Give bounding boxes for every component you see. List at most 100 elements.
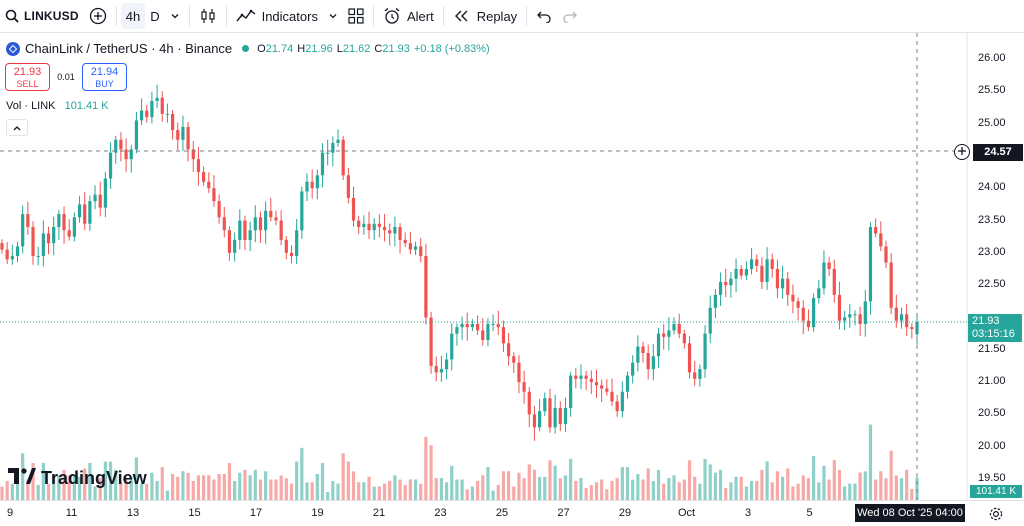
volume-bar <box>734 476 738 500</box>
volume-bar <box>641 479 645 500</box>
buy-button[interactable]: 21.94 BUY <box>82 63 127 91</box>
volume-bar <box>527 464 531 500</box>
legend-title[interactable]: ChainLink / TetherUS · 4h · Binance <box>25 41 233 56</box>
time-tick-label: 25 <box>495 507 509 519</box>
redo-button[interactable] <box>557 3 583 29</box>
volume-bar <box>687 460 692 500</box>
volume-bar <box>822 465 826 500</box>
timeframe-4h-button[interactable]: 4h <box>120 3 146 29</box>
candle-body <box>93 194 97 202</box>
chart-pane[interactable] <box>0 33 1024 526</box>
undo-button[interactable] <box>531 3 557 29</box>
volume-bars <box>0 424 919 500</box>
price-chart[interactable] <box>0 33 1024 526</box>
candle-body <box>765 259 769 282</box>
volume-bar <box>579 478 583 500</box>
candle-body <box>217 201 221 218</box>
candle-body <box>615 401 619 412</box>
indicators-button[interactable]: Indicators <box>231 3 323 29</box>
candle-body <box>248 230 252 240</box>
candle-body <box>351 197 356 221</box>
volume-bar <box>475 480 480 500</box>
volume-bar <box>646 468 650 500</box>
symbol-name: LINKUSD <box>24 9 79 23</box>
candle-body <box>155 97 159 101</box>
volume-bar <box>139 483 144 500</box>
compare-symbol-button[interactable] <box>84 3 112 29</box>
candle-body <box>822 262 826 289</box>
volume-bar <box>801 475 805 500</box>
time-tick-label: 21 <box>372 507 386 519</box>
candle-body <box>269 210 273 218</box>
candles <box>0 84 919 441</box>
volume-bar <box>217 474 221 500</box>
chart-type-button[interactable] <box>194 3 222 29</box>
volume-bar <box>103 461 107 500</box>
buy-price: 21.94 <box>90 66 119 78</box>
candle-body <box>243 220 247 240</box>
price-tick-label: 19.50 <box>978 472 1006 484</box>
bar-countdown: 03:15:16 <box>972 328 1015 340</box>
candle-body <box>222 217 226 231</box>
candle-body <box>0 243 4 250</box>
replay-button[interactable]: Replay <box>448 3 522 29</box>
volume-bar <box>827 479 831 500</box>
layouts-button[interactable] <box>343 3 369 29</box>
candle-body <box>52 227 56 244</box>
crosshair-price-label: 24.57 <box>973 144 1023 161</box>
candle-body <box>543 398 547 412</box>
volume-bar <box>57 475 61 500</box>
volume-bar <box>636 474 640 500</box>
tradingview-logo-text: TradingView <box>41 468 147 488</box>
volume-bar <box>176 476 180 500</box>
candle-body <box>796 301 800 308</box>
volume-bar <box>770 482 774 500</box>
chart-settings-button[interactable] <box>988 506 1004 526</box>
candle-body <box>258 217 263 231</box>
volume-bar <box>874 479 878 500</box>
candle-body <box>300 191 304 231</box>
volume-bar <box>46 483 51 500</box>
candle-body <box>119 139 123 150</box>
volume-bar <box>108 461 113 500</box>
sell-button[interactable]: 21.93 SELL <box>5 63 50 91</box>
collapse-legend-button[interactable] <box>6 119 28 136</box>
open-label: O <box>257 42 266 55</box>
volume-bar <box>553 465 557 500</box>
alert-button[interactable]: Alert <box>378 3 439 29</box>
price-tick-label: 26.00 <box>978 52 1006 64</box>
current-price-label: 21.93 03:15:16 <box>968 314 1022 342</box>
candle-body <box>341 139 345 176</box>
volume-bar <box>160 467 164 500</box>
candle-body <box>207 181 211 189</box>
low-label: L <box>336 42 343 55</box>
timeframe-dropdown-button[interactable] <box>165 3 185 29</box>
candle-body <box>558 407 562 425</box>
volume-bar <box>486 467 490 500</box>
candle-body <box>41 233 45 257</box>
volume-bar <box>315 474 319 500</box>
time-tick-label: 27 <box>557 507 570 519</box>
volume-bar <box>15 475 20 500</box>
timeframe-d-button[interactable]: D <box>150 8 160 24</box>
candle-body <box>150 101 154 118</box>
candle-body <box>310 181 314 189</box>
volume-bar <box>320 462 325 500</box>
volume-bar <box>532 469 537 500</box>
volume-bar <box>693 476 697 500</box>
indicators-dropdown-button[interactable] <box>323 3 343 29</box>
volume-bar <box>248 475 252 500</box>
candle-body <box>326 152 330 154</box>
add-alert-plus-button[interactable] <box>954 144 970 160</box>
tradingview-logo[interactable]: TradingView <box>8 468 147 489</box>
volume-bar <box>662 483 666 500</box>
candle-body <box>791 294 795 302</box>
symbol-search-button[interactable]: LINKUSD <box>0 3 84 29</box>
volume-bar <box>491 490 495 500</box>
volume-bar <box>615 478 619 500</box>
volume-bar <box>305 482 309 500</box>
time-scale[interactable]: 5 3 Oct 29 27 25 23 21 19 17 15 13 11 9 Wed 08 Oct '2… <box>0 500 1024 526</box>
time-tick-label: 13 <box>126 507 140 519</box>
volume-bar <box>284 478 288 500</box>
candle-body <box>894 307 898 321</box>
